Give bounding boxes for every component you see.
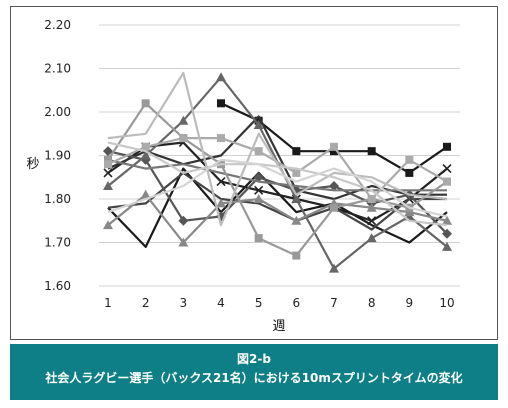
data-point [254, 147, 263, 156]
data-point [178, 237, 189, 247]
series-11 [104, 134, 451, 203]
series-line [107, 137, 448, 201]
series-line [107, 158, 448, 218]
data-point [443, 142, 451, 151]
x-tick-label: 2 [142, 296, 150, 310]
series-line [107, 158, 447, 192]
data-point [104, 160, 112, 169]
data-point [253, 120, 264, 130]
series-line [107, 102, 448, 257]
series-2 [107, 167, 448, 248]
data-point [330, 203, 338, 212]
data-point [140, 189, 151, 199]
y-tick-label: 1.80 [44, 192, 71, 206]
data-point [292, 251, 301, 260]
series-line [107, 193, 448, 244]
data-point [443, 177, 451, 186]
series-8 [107, 158, 447, 192]
data-point [442, 163, 452, 174]
series-5 [107, 171, 447, 231]
data-point [442, 241, 452, 251]
data-point [217, 134, 225, 143]
data-point [442, 215, 452, 225]
data-point [216, 198, 226, 208]
data-point [291, 215, 302, 225]
data-point [367, 216, 377, 226]
x-tick-label: 5 [255, 296, 263, 310]
y-axis-title: 秒 [26, 157, 39, 172]
data-point [367, 147, 376, 156]
chart-frame: 1.60 1.70 1.80 1.90 2.00 2.10 2.20 1 2 3 4 5 6 7 8 9 10 … [10, 6, 498, 340]
data-point [178, 115, 189, 125]
series-lines [103, 71, 452, 273]
data-point [217, 99, 225, 108]
tick-labels: 1.60 1.70 1.80 1.90 2.00 2.10 2.20 1 2 3 4 5 6 7 8 9 10 [44, 18, 454, 310]
y-tick-label: 1.60 [44, 279, 71, 293]
data-point [329, 180, 339, 191]
data-point [366, 202, 377, 212]
series-line [107, 171, 447, 231]
data-point [292, 147, 301, 156]
y-tick-label: 2.20 [44, 18, 71, 32]
data-point [103, 220, 113, 230]
data-point [253, 172, 264, 183]
line-chart: 1.601.701.801.902.002.102.201 2 3 4 5 6 7 8 9 10 … [26, 18, 460, 334]
series-14 [107, 158, 448, 218]
data-point [442, 228, 452, 239]
series-line [107, 167, 448, 248]
x-tick-label: 4 [217, 296, 225, 310]
x-tick-label: 8 [368, 296, 376, 310]
figure-caption: 図2-b 社会人ラグビー選手（バックス21名）における10mスプリントタイムの変… [10, 344, 498, 400]
data-point [405, 155, 414, 164]
figure-number: 図2-b [237, 352, 271, 366]
data-point [216, 72, 226, 82]
data-point [179, 134, 188, 143]
series-12 [107, 71, 448, 227]
data-point [254, 185, 264, 195]
data-point [103, 146, 113, 157]
figure-title: 社会人ラグビー選手（バックス21名）における10mスプリントタイムの変化 [45, 371, 463, 385]
x-tick-label: 7 [330, 296, 338, 310]
data-point [216, 177, 226, 187]
data-point [254, 234, 263, 243]
y-tick-label: 2.00 [44, 105, 71, 119]
data-point [329, 263, 339, 273]
data-point [292, 168, 301, 177]
series-13 [107, 141, 448, 227]
data-point [104, 155, 112, 164]
y-tick-label: 2.10 [44, 62, 71, 76]
data-point [405, 168, 414, 177]
data-point [141, 142, 150, 151]
x-tick-label: 9 [406, 296, 414, 310]
x-tick-label: 6 [293, 296, 301, 310]
data-point [366, 233, 377, 243]
series-10 [104, 99, 451, 260]
x-axis-title: 週 [272, 319, 285, 334]
data-point [140, 150, 151, 160]
series-line [107, 71, 448, 227]
y-tick-label: 1.90 [44, 149, 71, 163]
data-point [291, 194, 302, 203]
series-line [107, 141, 448, 227]
data-point [330, 147, 338, 156]
data-point [330, 142, 338, 151]
data-point [141, 99, 150, 108]
data-point [253, 194, 264, 203]
data-point [178, 215, 189, 226]
data-point [367, 195, 376, 203]
x-tick-label: 3 [180, 296, 188, 310]
x-tick-label: 10 [439, 296, 454, 310]
x-tick-label: 1 [104, 296, 112, 310]
data-point [103, 168, 113, 178]
data-point [103, 180, 113, 190]
y-tick-label: 1.70 [44, 236, 71, 250]
